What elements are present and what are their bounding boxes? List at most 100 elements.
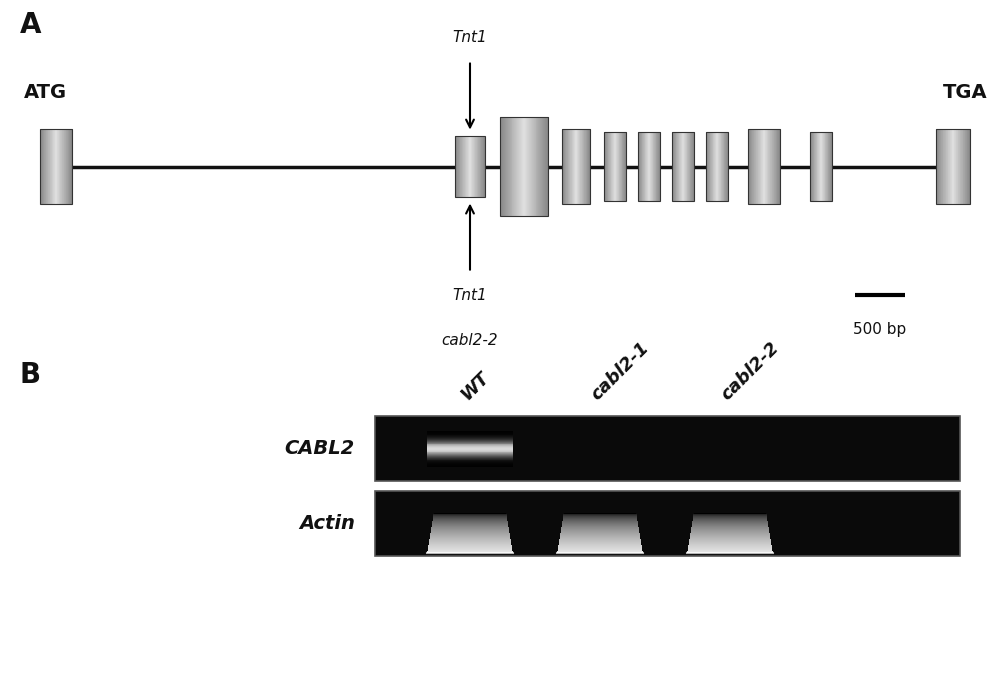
Bar — [765, 128, 766, 204]
Bar — [427, 438, 513, 439]
Bar — [565, 128, 566, 204]
Bar — [537, 118, 539, 216]
Bar — [936, 128, 937, 204]
Bar — [693, 520, 767, 521]
Bar — [574, 128, 575, 204]
Bar — [431, 528, 509, 529]
Bar — [585, 128, 586, 204]
Bar — [427, 453, 513, 454]
Bar — [475, 137, 477, 197]
Bar — [958, 128, 960, 204]
Bar — [758, 128, 759, 204]
Bar — [427, 449, 513, 450]
Bar — [506, 118, 507, 216]
Bar — [44, 128, 45, 204]
Bar — [427, 464, 513, 466]
Bar — [779, 128, 780, 204]
Bar — [952, 128, 953, 204]
Bar — [958, 128, 959, 204]
Bar — [965, 128, 966, 204]
Bar — [463, 137, 464, 197]
Bar — [526, 118, 527, 216]
Bar — [460, 137, 462, 197]
Bar — [562, 522, 638, 523]
Bar — [763, 128, 765, 204]
Bar — [770, 128, 771, 204]
Bar — [689, 541, 771, 542]
Bar — [539, 118, 541, 216]
Bar — [482, 137, 483, 197]
Bar — [566, 128, 568, 204]
Bar — [963, 128, 964, 204]
Bar — [563, 128, 564, 204]
Bar — [751, 128, 752, 204]
Bar — [57, 128, 58, 204]
Text: CABL2: CABL2 — [285, 439, 355, 458]
Bar — [427, 462, 513, 463]
Bar — [767, 128, 768, 204]
Bar — [50, 128, 51, 204]
Bar — [950, 128, 951, 204]
Bar — [47, 128, 48, 204]
Bar — [465, 137, 466, 197]
Bar — [691, 528, 769, 529]
Bar — [942, 128, 943, 204]
Bar — [541, 118, 543, 216]
Bar — [459, 137, 460, 197]
Bar — [480, 137, 481, 197]
Bar — [688, 550, 772, 552]
Bar — [53, 128, 54, 204]
Bar — [693, 518, 767, 519]
Bar — [562, 524, 638, 525]
Bar — [523, 118, 524, 216]
Bar — [434, 513, 506, 514]
Bar — [749, 128, 750, 204]
Bar — [475, 137, 476, 197]
Bar — [428, 547, 512, 548]
Bar — [456, 137, 457, 197]
Bar — [561, 530, 639, 531]
Bar — [692, 521, 768, 522]
Bar — [430, 538, 510, 539]
Bar — [558, 547, 642, 548]
Bar — [427, 458, 513, 460]
Bar — [480, 137, 481, 197]
Bar — [427, 552, 513, 554]
Bar — [427, 452, 513, 454]
Bar — [560, 536, 640, 537]
Bar — [522, 118, 524, 216]
Bar — [568, 128, 569, 204]
Bar — [689, 542, 771, 544]
Bar — [810, 132, 832, 201]
Bar — [559, 541, 641, 542]
Bar — [775, 128, 776, 204]
Bar — [759, 128, 760, 204]
Bar — [938, 128, 939, 204]
Bar — [63, 128, 64, 204]
Bar — [427, 456, 513, 458]
Bar — [691, 531, 769, 532]
Bar — [561, 531, 639, 532]
Bar — [62, 128, 64, 204]
Bar — [43, 128, 44, 204]
Bar — [950, 128, 951, 204]
Bar — [427, 437, 513, 438]
Bar — [687, 552, 773, 554]
Bar — [576, 128, 577, 204]
Bar — [48, 128, 49, 204]
Bar — [587, 128, 588, 204]
Bar — [429, 540, 511, 541]
Bar — [768, 128, 770, 204]
Bar — [427, 456, 513, 457]
Bar — [524, 118, 525, 216]
Bar — [559, 544, 641, 546]
Bar — [690, 537, 770, 538]
Bar — [42, 128, 43, 204]
Bar — [567, 128, 568, 204]
Bar — [761, 128, 763, 204]
Text: cabl2-2: cabl2-2 — [717, 338, 783, 404]
Bar — [952, 128, 954, 204]
Bar — [777, 128, 778, 204]
Bar — [464, 137, 465, 197]
Bar — [531, 118, 532, 216]
